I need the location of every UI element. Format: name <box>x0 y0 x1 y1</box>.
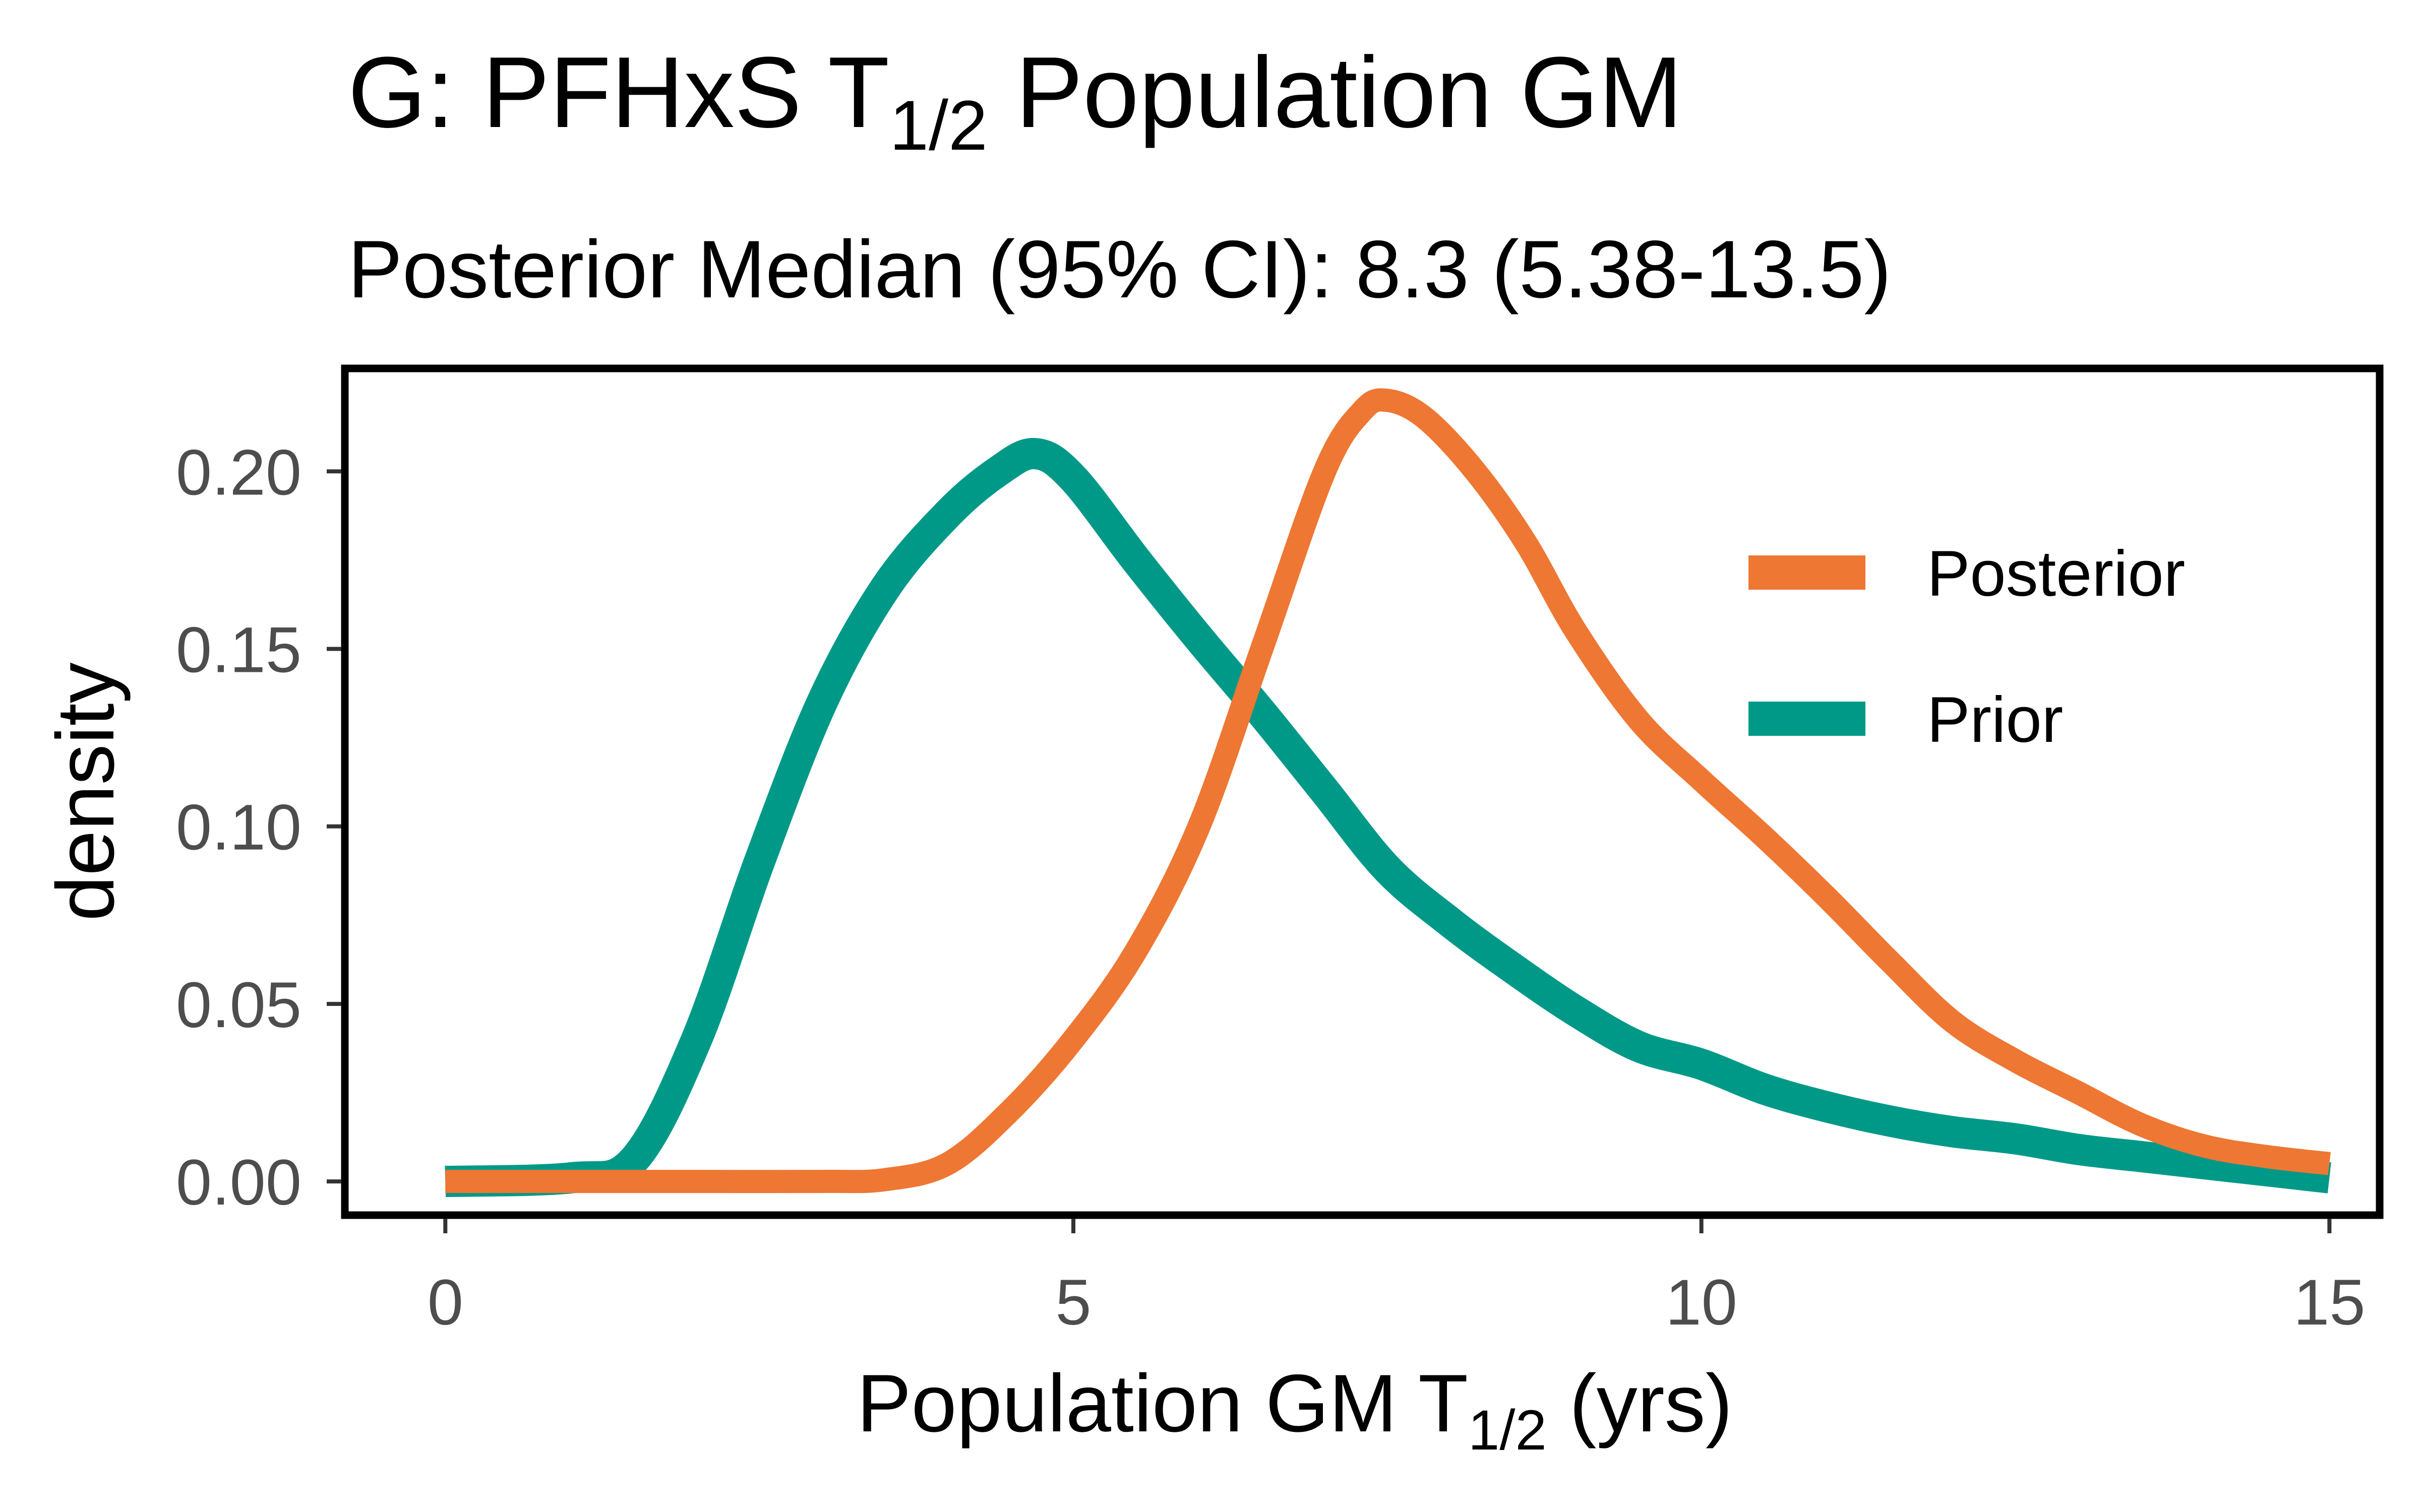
x-tick-label: 5 <box>1055 1267 1091 1339</box>
y-tick-label: 0.00 <box>176 1147 301 1219</box>
x-axis-label-subscript: 1/2 <box>1468 1399 1547 1462</box>
chart-title: G: PFHxS T1/2 Population GM <box>348 36 1682 165</box>
chart-subtitle: Posterior Median (95% CI): 8.3 (5.38-13.… <box>348 224 1891 315</box>
x-tick-label: 10 <box>1665 1267 1737 1339</box>
series-line-prior <box>445 437 2331 1198</box>
chart-title-subscript: 1/2 <box>889 86 988 165</box>
chart-title-suffix: Population GM <box>988 36 1683 149</box>
legend: Posterior Prior <box>1748 538 2185 756</box>
y-tick-label: 0.05 <box>176 969 301 1041</box>
y-tick-label: 0.20 <box>176 436 301 509</box>
plot-panel-border <box>341 364 2384 1219</box>
legend-label-prior: Prior <box>1927 684 2063 756</box>
series-line-posterior <box>445 388 2331 1193</box>
x-axis-label-suffix: (yrs) <box>1547 1358 1733 1449</box>
x-axis-label: Population GM T1/2 (yrs) <box>857 1358 1732 1462</box>
x-tick-label: 0 <box>428 1267 463 1339</box>
y-axis-label: density <box>40 662 131 921</box>
x-tick-label: 15 <box>2293 1267 2365 1339</box>
y-tick-label: 0.10 <box>176 792 301 864</box>
x-axis: 0 5 10 15 <box>428 1219 2366 1339</box>
y-axis: 0.00 0.05 0.10 0.15 0.20 <box>176 436 341 1219</box>
y-tick-label: 0.15 <box>176 614 301 686</box>
chart-title-prefix: G: PFHxS T <box>348 36 889 149</box>
legend-label-posterior: Posterior <box>1927 538 2185 610</box>
series-layer <box>445 388 2331 1198</box>
x-axis-label-prefix: Population GM T <box>857 1358 1468 1449</box>
